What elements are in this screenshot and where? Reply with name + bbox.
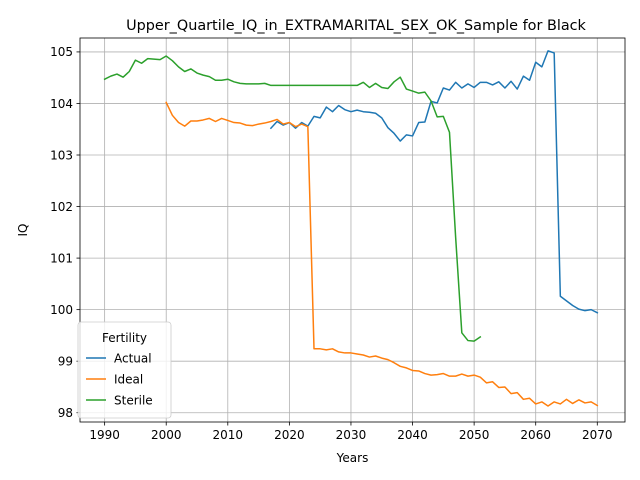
y-tick-label: 105 — [50, 45, 73, 59]
y-tick-label: 99 — [58, 354, 73, 368]
y-tick-label: 101 — [50, 251, 73, 265]
x-tick-label: 2010 — [213, 428, 244, 442]
chart-title: Upper_Quartile_IQ_in_EXTRAMARITAL_SEX_OK… — [126, 18, 586, 34]
x-tick-label: 2030 — [336, 428, 367, 442]
legend-box — [77, 321, 172, 419]
legend-items: Actual Ideal Sterile — [86, 351, 153, 407]
x-tick-label: 2040 — [397, 428, 428, 442]
legend-title: Fertility — [102, 331, 147, 345]
y-tick-label: 104 — [50, 97, 73, 111]
x-tick-label: 1990 — [89, 428, 120, 442]
legend-label-ideal: Ideal — [114, 372, 143, 386]
y-tick-label: 103 — [50, 148, 73, 162]
x-tick-label: 2060 — [520, 428, 551, 442]
legend: Fertility Actual Ideal Sterile — [77, 321, 172, 419]
x-tick-label: 2020 — [274, 428, 305, 442]
plot-frame — [79, 37, 626, 423]
y-axis: 98 99 100 101 102 103 104 105 — [50, 45, 80, 420]
series-line-ideal — [165, 101, 599, 407]
series-line-sterile — [103, 55, 482, 342]
x-tick-label: 2000 — [151, 428, 182, 442]
series-layer — [103, 50, 599, 407]
x-tick-label: 2070 — [582, 428, 613, 442]
y-tick-label: 100 — [50, 303, 73, 317]
y-axis-label: IQ — [16, 224, 30, 237]
y-tick-label: 102 — [50, 200, 73, 214]
x-axis: 1990 2000 2010 2020 2030 2040 2050 2060 2070 — [89, 422, 613, 442]
series-line-actual — [269, 50, 599, 314]
grid-lines — [80, 38, 625, 422]
legend-label-sterile: Sterile — [114, 393, 153, 407]
legend-label-actual: Actual — [114, 351, 152, 365]
x-axis-label: Years — [336, 451, 369, 465]
y-tick-label: 98 — [58, 406, 73, 420]
x-tick-label: 2050 — [459, 428, 490, 442]
